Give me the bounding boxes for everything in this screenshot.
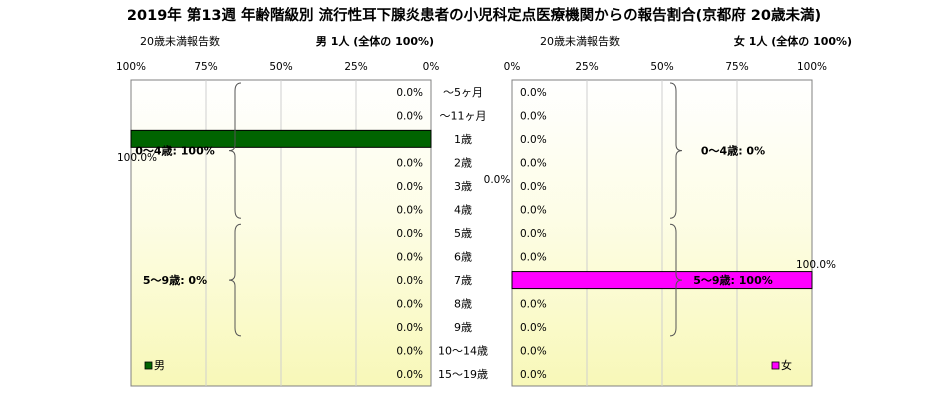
female-data-label: 0.0% [520, 181, 547, 193]
male-data-label: 0.0% [396, 228, 423, 240]
age-label: 5歳 [454, 227, 472, 240]
male-data-label: 0.0% [396, 87, 423, 99]
female-legend-swatch [771, 361, 780, 370]
female-data-label: 0.0% [520, 204, 547, 216]
age-label: 2歳 [454, 156, 472, 169]
female-axis-tick: 75% [725, 61, 748, 73]
male-data-label: 100.0% [117, 152, 157, 164]
female-group-brace [669, 82, 683, 219]
male-data-label: 0.0% [396, 275, 423, 287]
female-axis-tick: 25% [575, 61, 598, 73]
female-data-label: 0.0% [520, 157, 547, 169]
female-panel: 0% 25% 50% 75% 100% 0.0% 0.0% 0.0% 0.0% 0.0% 0.0% 0… [504, 61, 836, 387]
male-data-label: 0.0% [396, 157, 423, 169]
male-legend-label: 男 [154, 359, 165, 372]
male-group-brace [228, 223, 242, 337]
female-data-label: 0.0% [520, 110, 547, 122]
male-data-label: 0.0% [396, 252, 423, 264]
female-bar [511, 271, 813, 290]
female-axis-tick: 0% [504, 61, 521, 73]
female-data-label: 0.0% [520, 87, 547, 99]
age-label: ～5ヶ月 [443, 86, 483, 99]
male-data-label: 0.0% [396, 110, 423, 122]
age-label: 10～14歳 [438, 345, 488, 358]
age-label: 15～19歳 [438, 368, 488, 381]
age-label: 1歳 [454, 133, 472, 146]
male-group-label: 0～4歳: 100% [135, 144, 215, 158]
age-label: 9歳 [454, 321, 472, 334]
female-axis-tick: 50% [650, 61, 673, 73]
male-axis-tick: 0% [423, 61, 440, 73]
female-data-label: 0.0% [520, 369, 547, 381]
male-axis-tick: 50% [269, 61, 292, 73]
male-data-label: 0.0% [396, 322, 423, 334]
female-data-label: 0.0% [520, 322, 547, 334]
male-panel: 100% 75% 50% 25% 0% 0.0% 0.0% 100.0% 0.0% 0.0% 0.0… [116, 61, 440, 387]
female-group-brace [669, 223, 683, 337]
male-data-label: 0.0% [396, 204, 423, 216]
male-legend-swatch [144, 361, 153, 370]
female-left-header: 20歳未満報告数 [540, 35, 620, 48]
female-data-label: 0.0% [520, 228, 547, 240]
age-label: ～11ヶ月 [440, 109, 487, 122]
female-group-label: 0～4歳: 0% [701, 144, 765, 158]
female-data-label: 100.0% [796, 259, 836, 271]
age-label: 6歳 [454, 251, 472, 264]
female-legend-label: 女 [781, 358, 792, 372]
age-category-labels: ～5ヶ月 ～11ヶ月 1歳 2歳 3歳 4歳 5歳 6歳 7歳 8歳 9歳 10～14歳 15～19歳 [438, 86, 488, 381]
female-group-label: 5～9歳: 100% [693, 273, 773, 287]
center-zero-label: 0.0% [484, 174, 511, 186]
female-axis-tick: 100% [797, 61, 827, 73]
age-label: 7歳 [454, 274, 472, 287]
male-data-label: 0.0% [396, 299, 423, 311]
female-data-label: 0.0% [520, 346, 547, 358]
male-data-label: 0.0% [396, 346, 423, 358]
male-axis-tick: 100% [116, 61, 146, 73]
male-group-brace [228, 82, 242, 219]
male-group-label: 5～9歳: 0% [143, 273, 207, 287]
age-label: 8歳 [454, 298, 472, 311]
male-data-label: 0.0% [396, 181, 423, 193]
male-left-header: 20歳未満報告数 [140, 35, 220, 48]
male-axis-tick: 75% [194, 61, 217, 73]
female-panel-header: 女 1人 (全体の 100%) [734, 34, 852, 48]
male-panel-header: 男 1人 (全体の 100%) [316, 34, 434, 48]
female-data-label: 0.0% [520, 134, 547, 146]
female-data-label: 0.0% [520, 252, 547, 264]
male-axis-tick: 25% [344, 61, 367, 73]
age-label: 4歳 [454, 203, 472, 216]
age-label: 3歳 [454, 180, 472, 193]
female-data-label: 0.0% [520, 299, 547, 311]
male-data-label: 0.0% [396, 369, 423, 381]
chart-title: 2019年 第13週 年齢階級別 流行性耳下腺炎患者の小児科定点医療機関からの報… [127, 6, 821, 24]
male-bar [130, 129, 432, 148]
